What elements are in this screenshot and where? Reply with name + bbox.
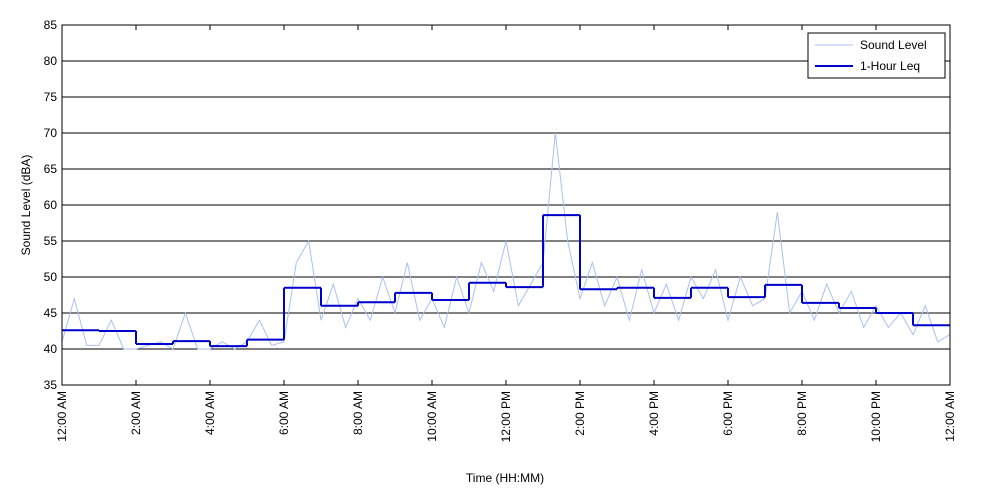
x-tick-label: 12:00 AM: [943, 391, 957, 442]
y-tick-label: 45: [44, 306, 58, 320]
y-tick-label: 50: [44, 270, 58, 284]
x-tick-label: 10:00 PM: [869, 391, 883, 442]
x-tick-label: 6:00 PM: [721, 391, 735, 436]
y-axis-label: Sound Level (dBA): [19, 155, 33, 256]
x-tick-label: 2:00 PM: [573, 391, 587, 436]
y-tick-label: 40: [44, 342, 58, 356]
y-tick-label: 60: [44, 198, 58, 212]
y-tick-label: 65: [44, 162, 58, 176]
x-axis-label: Time (HH:MM): [466, 471, 544, 485]
x-tick-label: 12:00 PM: [499, 391, 513, 442]
plot-area: [61, 132, 951, 350]
x-tick-label: 12:00 AM: [55, 391, 69, 442]
y-tick-label: 55: [44, 234, 58, 248]
x-tick-label: 6:00 AM: [277, 391, 291, 435]
x-tick-label: 8:00 AM: [351, 391, 365, 435]
x-tick-label: 2:00 AM: [129, 391, 143, 435]
x-tick-label: 8:00 PM: [795, 391, 809, 436]
x-tick-label: 4:00 AM: [203, 391, 217, 435]
legend-label: Sound Level: [860, 38, 927, 52]
plot-frame: [61, 24, 951, 386]
y-tick-label: 70: [44, 126, 58, 140]
y-tick-label: 85: [44, 18, 58, 32]
y-tick-label: 80: [44, 54, 58, 68]
y-tick-label: 35: [44, 378, 58, 392]
x-tick-label: 4:00 PM: [647, 391, 661, 436]
x-tick-label: 10:00 AM: [425, 391, 439, 442]
legend-label: 1-Hour Leq: [860, 59, 920, 73]
legend-box: [807, 32, 946, 79]
y-tick-label: 75: [44, 90, 58, 104]
